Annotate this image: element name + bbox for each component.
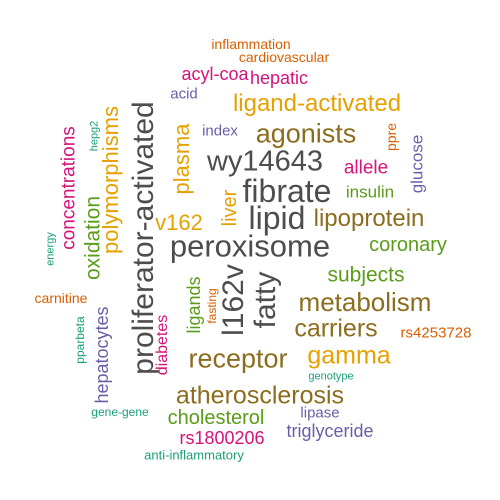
- word-oxidation: oxidation: [81, 195, 105, 281]
- word-plasma: plasma: [169, 123, 194, 195]
- word-carnitine: carnitine: [34, 290, 88, 306]
- word-allele: allele: [343, 157, 389, 179]
- word-ligand-activated: ligand-activated: [232, 90, 402, 117]
- word-fibrate: fibrate: [242, 173, 332, 209]
- word-rs1800206: rs1800206: [179, 428, 265, 448]
- word-cholesterol: cholesterol: [167, 407, 265, 429]
- word-diabetes: diabetes: [154, 314, 171, 376]
- word-gamma: gamma: [307, 341, 391, 370]
- word-cardiovascular: cardiovascular: [238, 49, 330, 65]
- word-insulin: insulin: [345, 182, 395, 202]
- word-concentrations: concentrations: [58, 126, 80, 250]
- word-peroxisome: peroxisome: [169, 228, 331, 264]
- word-genotype: genotype: [308, 370, 354, 383]
- word-acyl-coa: acyl-coa: [181, 64, 249, 84]
- word-v162: v162: [155, 210, 203, 235]
- word-anti-inflammatory: anti-inflammatory: [144, 447, 244, 463]
- word-acid: acid: [170, 85, 198, 103]
- word-metabolism: metabolism: [298, 287, 432, 317]
- word-agonists: agonists: [255, 118, 357, 149]
- word-atherosclerosis: atherosclerosis: [175, 381, 345, 410]
- word-ppre: ppre: [383, 122, 399, 152]
- word-hepg2: hepg2: [88, 120, 101, 152]
- word-lipoprotein: lipoprotein: [313, 205, 425, 232]
- word-rs4253728: rs4253728: [400, 324, 472, 342]
- word-receptor: receptor: [188, 343, 288, 374]
- word-subjects: subjects: [327, 263, 405, 287]
- word-inflammation: inflammation: [211, 36, 291, 52]
- word-fatty: fatty: [249, 271, 282, 329]
- word-lipase: lipase: [300, 404, 340, 422]
- word-liver: liver: [219, 189, 241, 227]
- word-wy14643: wy14643: [206, 145, 324, 178]
- word-energy: energy: [44, 232, 57, 266]
- word-triglyceride: triglyceride: [286, 421, 374, 441]
- word-hepatocytes: hepatocytes: [92, 306, 112, 404]
- word-index: index: [202, 122, 238, 140]
- word-fasting: fasting: [205, 288, 219, 324]
- word-hepatic: hepatic: [249, 68, 309, 88]
- word-glucose: glucose: [407, 134, 427, 194]
- word-carriers: carriers: [294, 314, 378, 343]
- word-pparbeta: pparbeta: [73, 316, 87, 364]
- word-lipid: lipid: [248, 200, 306, 236]
- word-coronary: coronary: [369, 234, 447, 256]
- word-l162v: l162v: [217, 264, 250, 336]
- word-ligands: ligands: [184, 276, 204, 334]
- word-gene-gene: gene-gene: [91, 405, 149, 419]
